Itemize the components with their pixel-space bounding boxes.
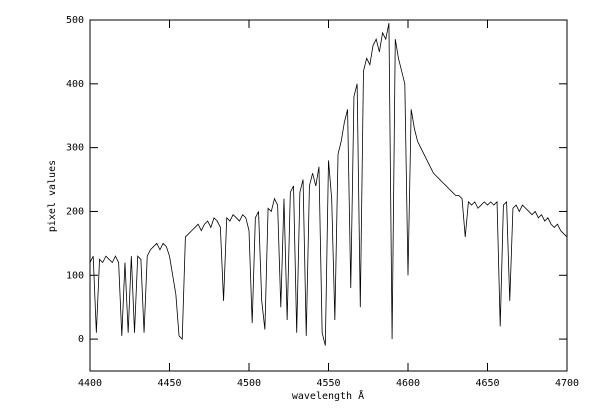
x-tick-label: 4500 bbox=[237, 378, 261, 389]
x-tick-label: 4600 bbox=[396, 378, 420, 389]
plot-frame bbox=[89, 19, 568, 372]
x-tick-label: 4450 bbox=[157, 378, 181, 389]
spectrum-line bbox=[89, 23, 568, 346]
x-tick-label: 4650 bbox=[475, 378, 499, 389]
y-tick-label: 0 bbox=[78, 334, 84, 345]
x-tick-label: 4550 bbox=[316, 378, 340, 389]
y-tick-label: 300 bbox=[66, 143, 84, 154]
x-tick-label: 4400 bbox=[78, 378, 102, 389]
x-tick-label: 4700 bbox=[555, 378, 579, 389]
y-axis-label: pixel values bbox=[47, 160, 58, 232]
x-axis-label: wavelength Å bbox=[292, 389, 364, 402]
y-tick-label: 100 bbox=[66, 270, 84, 281]
y-tick-label: 400 bbox=[66, 79, 84, 90]
y-tick-label: 200 bbox=[66, 206, 84, 217]
y-tick-label: 500 bbox=[66, 15, 84, 26]
